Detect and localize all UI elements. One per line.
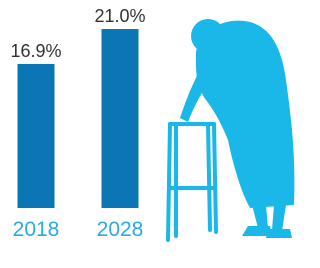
elderly-figure-icon xyxy=(180,19,294,238)
value-label: 16.9% xyxy=(10,41,61,61)
chart: 16.9% 2018 21.0% 2028 xyxy=(0,0,300,268)
x-tick-label: 2028 xyxy=(97,218,144,241)
walker-icon xyxy=(168,124,216,240)
bar xyxy=(18,64,55,208)
x-tick-label: 2018 xyxy=(13,218,60,241)
value-label: 21.0% xyxy=(94,6,145,26)
bar xyxy=(102,29,139,208)
